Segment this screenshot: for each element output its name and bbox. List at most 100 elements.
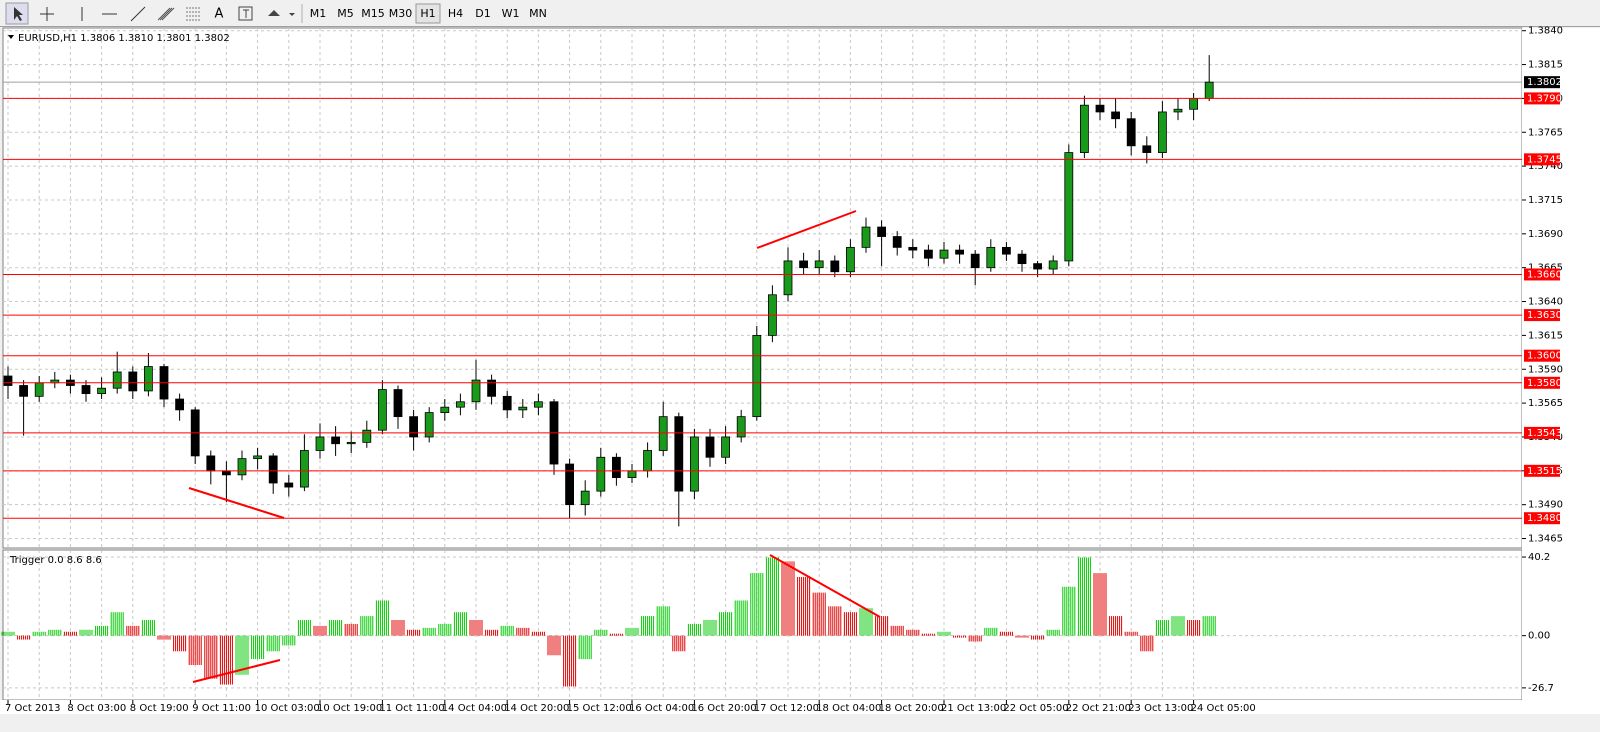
candle-body <box>440 406 450 413</box>
x-tick-label: 10 Oct 03:00 <box>255 703 320 714</box>
candle-body <box>1111 111 1120 120</box>
arrows-button[interactable] <box>268 10 295 16</box>
candle-body <box>986 246 996 269</box>
hline-label: 1.3600 <box>1527 351 1562 362</box>
candle-body <box>1017 253 1027 265</box>
hline-label: 1.3630 <box>1527 310 1562 321</box>
x-tick-label: 16 Oct 04:00 <box>629 703 694 714</box>
label-icon <box>243 9 249 18</box>
channel-button[interactable] <box>157 7 175 21</box>
toolbar <box>0 0 1600 27</box>
hline-label-box <box>1524 426 1560 439</box>
y-tick-label: 1.3640 <box>1528 297 1563 308</box>
crosshair-button[interactable] <box>40 7 54 21</box>
x-tick-label: 8 Oct 03:00 <box>67 703 126 714</box>
hline-label-box <box>1524 268 1560 281</box>
candle-body <box>253 455 263 460</box>
candle-body <box>565 463 574 506</box>
timeframe-button[interactable]: MN <box>529 7 547 20</box>
price-axis <box>1522 28 1600 714</box>
hline-label: 1.3660 <box>1527 269 1562 280</box>
trendline-button[interactable] <box>130 6 146 22</box>
hline-label: 1.3745 <box>1527 154 1562 165</box>
x-tick-label: 15 Oct 12:00 <box>567 703 632 714</box>
x-tick-label: 17 Oct 12:00 <box>754 703 819 714</box>
hline-label: 1.3580 <box>1527 378 1562 389</box>
candle-body <box>362 429 372 443</box>
candle-body <box>175 398 185 411</box>
timeframe-button[interactable]: M30 <box>389 7 413 20</box>
candle-body <box>1080 104 1089 153</box>
x-tick-label: 21 Oct 13:00 <box>941 703 1006 714</box>
candle-body <box>237 458 247 476</box>
candle-body <box>534 401 543 408</box>
candle-body <box>455 401 465 408</box>
y-tick-label: 1.3840 <box>1528 26 1563 37</box>
candle-body <box>1158 111 1167 153</box>
candle-body <box>830 260 840 273</box>
candle-body <box>799 260 808 269</box>
candle-body <box>752 334 762 418</box>
collapse-arrow[interactable] <box>8 35 14 39</box>
candle-body <box>612 456 621 478</box>
candle-body <box>331 436 341 445</box>
hline-label-box <box>1524 309 1560 322</box>
candle-body <box>892 236 902 248</box>
candle-body <box>1002 246 1011 255</box>
candle-body <box>861 226 871 248</box>
timeframe-button[interactable]: D1 <box>475 7 490 20</box>
candle-body <box>1142 145 1152 153</box>
hline-label-box <box>1524 92 1560 105</box>
candle-body <box>393 389 403 418</box>
x-tick-label: 9 Oct 11:00 <box>192 703 251 714</box>
y-tick-label: 1.3665 <box>1528 263 1563 274</box>
fibo-button[interactable] <box>186 7 200 21</box>
timeframe-active <box>415 3 441 24</box>
candle-body <box>34 382 44 397</box>
hline-label: 1.3543 <box>1527 428 1562 439</box>
y-tick-label: 1.3815 <box>1528 60 1563 71</box>
y-tick-label: 0.00 <box>1528 631 1550 642</box>
timeframe-button[interactable]: H4 <box>448 7 463 20</box>
x-tick-label: 22 Oct 21:00 <box>1066 703 1131 714</box>
candle-body <box>1048 260 1058 270</box>
y-tick-label: 1.3715 <box>1528 195 1563 206</box>
y-tick-label: 1.3690 <box>1528 229 1563 240</box>
trendline <box>769 554 881 618</box>
label-button[interactable] <box>238 6 253 21</box>
y-tick-label: 1.3765 <box>1528 127 1563 138</box>
hline-label-box <box>1524 376 1560 389</box>
candle-body <box>3 375 13 386</box>
timeframe-button[interactable]: W1 <box>502 7 520 20</box>
candle-body <box>1064 152 1074 262</box>
candle-body <box>81 385 91 395</box>
trendlines <box>188 210 881 683</box>
text-button[interactable]: A <box>215 7 224 22</box>
candle-body <box>409 416 419 438</box>
y-tick-label: -26.7 <box>1528 683 1554 694</box>
toolbar-icons: A <box>5 2 303 25</box>
candle-body <box>377 389 387 431</box>
time-axis <box>0 700 1522 714</box>
x-tick-label: 11 Oct 11:00 <box>379 703 444 714</box>
y-tick-label: 1.3615 <box>1528 330 1563 341</box>
y-tick-label: 1.3490 <box>1528 500 1563 511</box>
candle-body <box>877 226 886 237</box>
x-tick-label: 14 Oct 04:00 <box>442 703 507 714</box>
x-tick-label: 14 Oct 20:00 <box>504 703 569 714</box>
candle-body <box>206 455 216 472</box>
timeframe-button[interactable]: M5 <box>337 7 354 20</box>
y-tick-label: 1.3740 <box>1528 161 1563 172</box>
candle-body <box>97 387 106 395</box>
last-price-label: 1.3802 <box>1527 77 1562 88</box>
y-tick-label: 1.3590 <box>1528 364 1563 375</box>
candle-body <box>502 395 512 411</box>
timeframe-button[interactable]: M1 <box>310 7 327 20</box>
candle-body <box>518 406 528 411</box>
candle-body <box>284 482 294 488</box>
candle-body <box>471 379 481 403</box>
candle-body <box>299 450 309 488</box>
timeframe-button[interactable]: M15 <box>361 7 385 20</box>
timeframe-button[interactable]: H1 <box>420 7 435 20</box>
